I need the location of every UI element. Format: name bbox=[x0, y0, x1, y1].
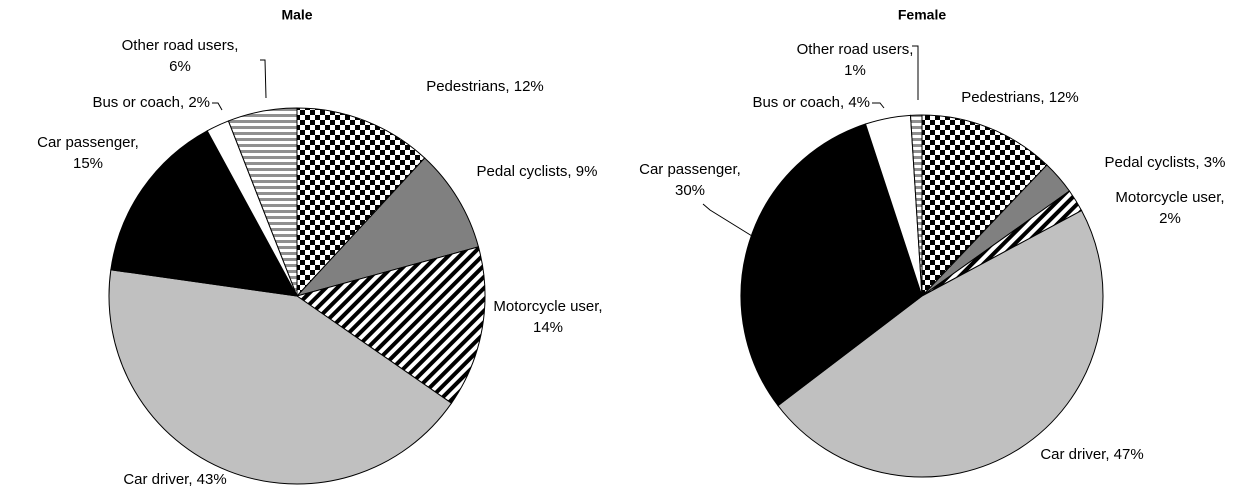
pie-slice bbox=[777, 209, 1104, 478]
slice-label: Pedestrians, 12% bbox=[426, 78, 544, 95]
slice-label: Bus or coach, 2% bbox=[92, 94, 210, 111]
pie-slice bbox=[296, 107, 426, 298]
pie-slice bbox=[295, 157, 480, 297]
chart-title: Female bbox=[898, 7, 946, 23]
slice-label: Motorcycle user, 14% bbox=[493, 298, 602, 336]
slice-label: Other road users, 1% bbox=[797, 41, 914, 79]
slice-label: Bus or coach, 4% bbox=[752, 94, 870, 111]
slice-label: Car passenger, 30% bbox=[639, 161, 741, 199]
slice-label: Pedal cyclists, 9% bbox=[477, 163, 598, 180]
pie-slice bbox=[921, 114, 1048, 298]
leader-line bbox=[260, 59, 267, 99]
leader-line bbox=[912, 45, 919, 100]
slice-label: Car passenger, 15% bbox=[37, 134, 139, 172]
pie-slice bbox=[740, 123, 923, 407]
slice-label: Motorcycle user, 2% bbox=[1115, 189, 1224, 227]
slice-label: Other road users, 6% bbox=[122, 37, 239, 75]
pie-slice bbox=[295, 246, 486, 404]
slice-label: Pedal cyclists, 3% bbox=[1105, 154, 1226, 171]
leader-line bbox=[212, 102, 223, 111]
pie-slice bbox=[110, 130, 298, 297]
pie-slice bbox=[227, 107, 298, 297]
pie-slice bbox=[909, 114, 923, 297]
leader-line bbox=[702, 203, 753, 237]
leader-line bbox=[872, 102, 885, 109]
chart-title: Male bbox=[281, 7, 312, 23]
pie-slice bbox=[108, 269, 453, 485]
slice-label: Pedestrians, 12% bbox=[961, 89, 1079, 106]
slice-label: Car driver, 43% bbox=[123, 471, 226, 488]
slice-label: Car driver, 47% bbox=[1040, 446, 1143, 463]
